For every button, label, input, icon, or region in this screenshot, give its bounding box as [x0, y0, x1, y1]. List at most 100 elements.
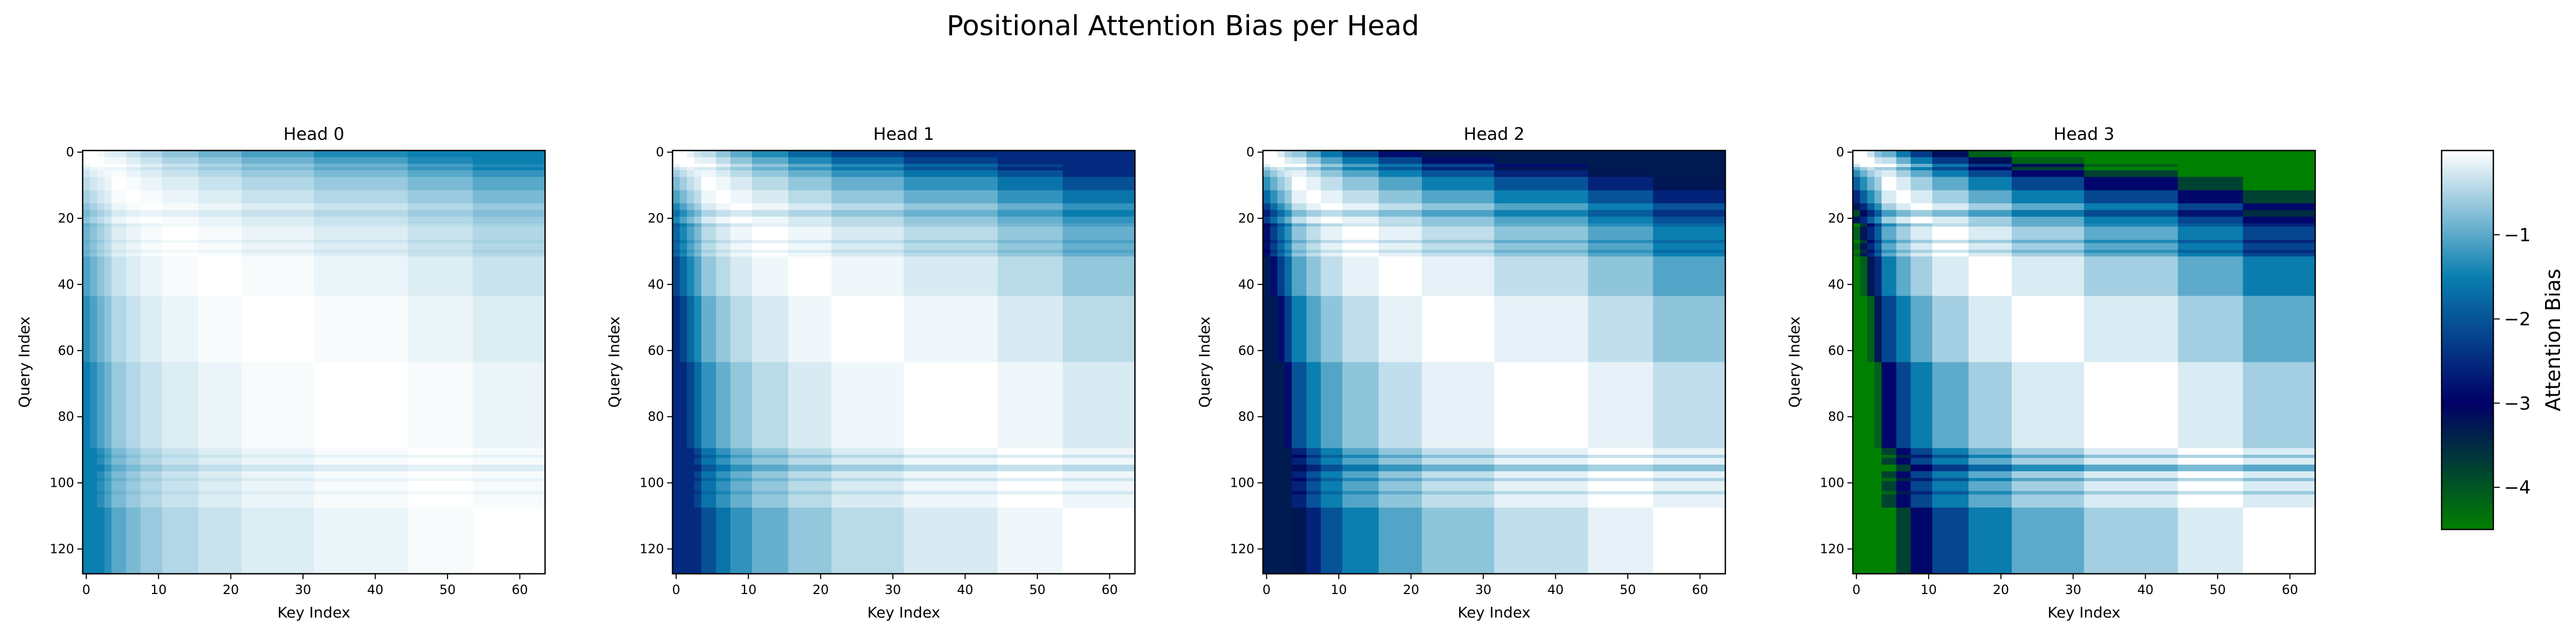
- heatmap-cell: [422, 336, 430, 339]
- heatmap-cell: [394, 226, 401, 230]
- heatmap-cell: [191, 233, 198, 237]
- heatmap-cell: [516, 220, 524, 224]
- heatmap-cell: [126, 187, 133, 191]
- heatmap-cell: [502, 177, 509, 181]
- heatmap-cell: [502, 319, 509, 323]
- heatmap-cell: [444, 263, 451, 267]
- heatmap-cell: [292, 333, 300, 336]
- heatmap-cell: [335, 273, 343, 276]
- heatmap-cell: [170, 342, 177, 346]
- heatmap-cell: [364, 303, 372, 306]
- heatmap-cell: [227, 362, 235, 366]
- heatmap-cell: [162, 197, 170, 201]
- heatmap-cell: [133, 349, 141, 353]
- heatmap-cell: [357, 309, 365, 313]
- heatmap-cell: [415, 342, 422, 346]
- heatmap-cell: [191, 292, 198, 296]
- heatmap-cell: [329, 263, 336, 267]
- heatmap-cell: [162, 303, 170, 306]
- heatmap-cell: [429, 194, 437, 197]
- heatmap-cell: [307, 283, 314, 287]
- heatmap-cell: [357, 286, 365, 290]
- heatmap-cell: [140, 173, 148, 177]
- heatmap-cell: [83, 355, 90, 359]
- heatmap-cell: [321, 256, 329, 260]
- heatmap-cell: [415, 190, 422, 194]
- heatmap-cell: [220, 240, 227, 243]
- heatmap-cell: [105, 389, 112, 392]
- heatmap-cell: [155, 197, 162, 201]
- heatmap-cell: [292, 157, 300, 161]
- heatmap-cell: [531, 289, 538, 293]
- heatmap-cell: [429, 375, 437, 379]
- heatmap-cell: [170, 256, 177, 260]
- heatmap-cell: [148, 270, 155, 273]
- heatmap-cell: [177, 329, 184, 333]
- heatmap-cell: [335, 203, 343, 207]
- heatmap-cell: [429, 326, 437, 329]
- heatmap-cell: [458, 217, 466, 220]
- heatmap-cell: [386, 322, 394, 326]
- heatmap-cell: [227, 161, 235, 164]
- heatmap-cell: [314, 389, 322, 392]
- heatmap-cell: [422, 309, 430, 313]
- heatmap-cell: [111, 392, 119, 395]
- heatmap-cell: [415, 355, 422, 359]
- heatmap-cell: [140, 263, 148, 267]
- heatmap-cell: [394, 217, 401, 220]
- heatmap-cell: [408, 210, 415, 214]
- heatmap-cell: [394, 309, 401, 313]
- heatmap-cell: [523, 210, 531, 214]
- heatmap-cell: [184, 306, 191, 310]
- heatmap-cell: [494, 247, 502, 250]
- heatmap-cell: [140, 329, 148, 333]
- heatmap-cell: [444, 375, 451, 379]
- heatmap-cell: [494, 326, 502, 329]
- heatmap-cell: [314, 339, 322, 343]
- heatmap-cell: [516, 167, 524, 171]
- heatmap-cell: [429, 223, 437, 227]
- heatmap-cell: [227, 164, 235, 168]
- heatmap-cell: [97, 359, 105, 362]
- heatmap-cell: [191, 385, 198, 389]
- heatmap-cell: [220, 217, 227, 220]
- heatmap-cell: [372, 359, 379, 362]
- heatmap-cell: [444, 167, 451, 171]
- heatmap-cell: [184, 207, 191, 210]
- heatmap-cell: [83, 359, 90, 362]
- heatmap-cell: [394, 220, 401, 224]
- heatmap-cell: [364, 349, 372, 353]
- heatmap-cell: [379, 389, 386, 392]
- heatmap-cell: [531, 170, 538, 174]
- heatmap-cell: [394, 286, 401, 290]
- heatmap-cell: [379, 342, 386, 346]
- heatmap-cell: [292, 197, 300, 201]
- heatmap-cell: [205, 259, 213, 263]
- heatmap-cell: [191, 316, 198, 320]
- heatmap-cell: [249, 200, 257, 204]
- heatmap-cell: [329, 164, 336, 168]
- heatmap-cell: [191, 329, 198, 333]
- heatmap-cell: [538, 273, 545, 276]
- heatmap-cell: [227, 266, 235, 270]
- heatmap-cell: [401, 170, 408, 174]
- heatmap-cell: [422, 243, 430, 247]
- heatmap-cell: [408, 286, 415, 290]
- heatmap-cell: [126, 362, 133, 366]
- heatmap-cell: [285, 259, 292, 263]
- heatmap-cell: [531, 210, 538, 214]
- heatmap-cell: [83, 220, 90, 224]
- heatmap-cell: [516, 299, 524, 303]
- heatmap-cell: [119, 213, 126, 217]
- heatmap-cell: [227, 292, 235, 296]
- heatmap-cell: [523, 207, 531, 210]
- heatmap-cell: [227, 187, 235, 191]
- heatmap-cell: [350, 210, 357, 214]
- heatmap-cell: [329, 253, 336, 257]
- heatmap-cell: [321, 210, 329, 214]
- heatmap-cell: [335, 339, 343, 343]
- heatmap-cell: [119, 247, 126, 250]
- heatmap-cell: [227, 339, 235, 343]
- heatmap-cell: [270, 266, 278, 270]
- heatmap-cell: [379, 326, 386, 329]
